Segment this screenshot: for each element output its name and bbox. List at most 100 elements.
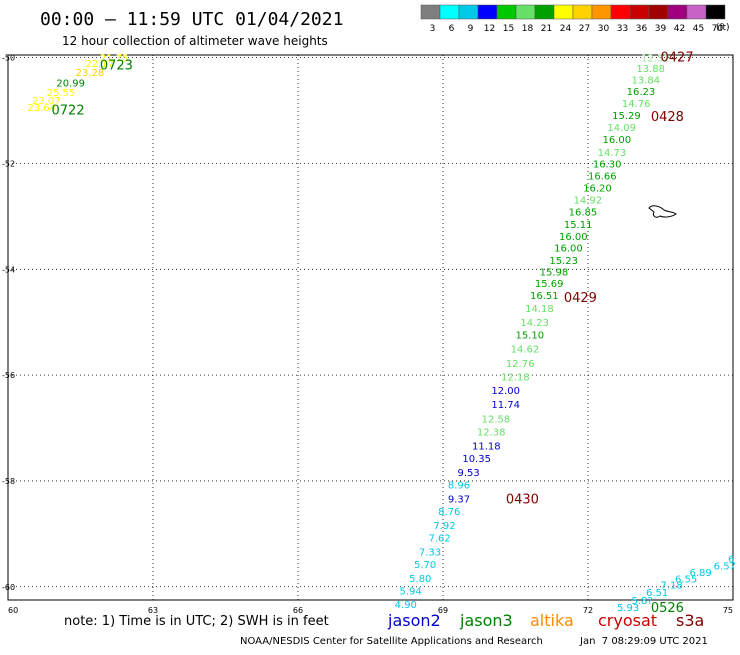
wave-height-label: 16.20: [583, 183, 612, 194]
scale-tick-label: 45: [693, 24, 704, 34]
y-tick-label: -52: [2, 159, 15, 168]
scale-tick-label: 6: [449, 24, 455, 34]
wave-height-label: 21.75: [100, 54, 129, 65]
x-tick-label: 63: [148, 606, 158, 615]
island-outline: [648, 205, 677, 218]
y-tick-label: -58: [2, 477, 15, 486]
y-tick-label: -50: [2, 54, 15, 63]
scale-tick-label: 24: [560, 24, 572, 34]
wave-height-label: 6.51: [646, 588, 668, 599]
scale-tick-label: 21: [541, 24, 552, 34]
wave-height-label: 7.92: [433, 521, 455, 532]
legend-jason2: jason2: [387, 611, 441, 630]
wave-height-label: 15.69: [535, 279, 564, 290]
wave-height-label: 23.64: [27, 103, 56, 114]
pass-time-label: 0723: [100, 59, 133, 74]
wave-height-label: 7.18: [661, 581, 683, 592]
wave-height-label: 14.76: [622, 99, 651, 110]
wave-height-label: 14.62: [511, 345, 540, 356]
pass-time-label: 0427: [661, 51, 694, 66]
scale-tick-label: 42: [674, 24, 685, 34]
wave-height-label: 16.23: [627, 87, 656, 98]
wave-height-label: 12.58: [482, 415, 511, 426]
pass-time-label: 0526: [651, 601, 684, 616]
wave-height-label: 14.09: [607, 123, 636, 134]
footer-timestamp: Jan 7 08:29:09 UTC 2021: [579, 636, 708, 647]
axis-ticks: 60 63 66 69 72 75 -50 -52 -54 -56 -58 -60: [2, 54, 733, 615]
scale-swatch: [705, 4, 726, 20]
wave-height-label: 12.38: [477, 428, 506, 439]
wave-height-label: 13.88: [636, 64, 665, 75]
wave-height-label: 15.11: [564, 220, 593, 231]
satellite-legend: jason2 jason3 altika cryosat s3a: [387, 611, 704, 630]
wave-height-label: 5.8?: [632, 596, 653, 607]
wave-height-label: 16.85: [569, 208, 598, 219]
wave-height-label: 7.62: [429, 534, 451, 545]
wave-height-label: 16.30: [593, 159, 622, 170]
scale-swatch: [686, 4, 707, 20]
scale-swatch: [439, 4, 460, 20]
wave-height-label: 16.00: [603, 135, 632, 146]
wave-height-label: 6.57: [714, 562, 736, 573]
scale-tick-label: 27: [579, 24, 590, 34]
wave-height-label: 8.76: [438, 507, 460, 518]
scale-swatch: [591, 4, 612, 20]
wave-height-label: 22.17: [85, 59, 114, 70]
wave-height-label: 14.92: [574, 195, 603, 206]
wave-height-label: 15.98: [540, 267, 569, 278]
wave-height-label: 23.07: [32, 96, 61, 107]
wave-height-label: 15.23: [549, 256, 578, 267]
scale-swatch: [648, 4, 669, 20]
scale-tick-label: 3: [430, 24, 436, 34]
wave-height-label: 5.80: [409, 574, 431, 585]
wave-height-label: 16.51: [530, 291, 559, 302]
scale-tick-label: 12: [484, 24, 495, 34]
plot-frame: [7, 54, 734, 601]
footer-note: note: 1) Time is in UTC; 2) SWH is in fe…: [64, 614, 329, 629]
wave-height-label: 4.90: [395, 600, 417, 611]
scale-tick-label: 39: [655, 24, 667, 34]
legend-jason3: jason3: [459, 611, 513, 630]
grid: [8, 55, 733, 600]
legend-cryosat: cryosat: [598, 611, 657, 630]
page-title: 00:00 – 11:59 UTC 01/04/2021: [40, 9, 343, 30]
scale-swatch: [629, 4, 650, 20]
page-subtitle: 12 hour collection of altimeter wave hei…: [62, 34, 328, 48]
wave-height-label: 5.94: [400, 586, 422, 597]
wave-height-label: 20.99: [56, 79, 85, 90]
wave-height-label: 9.53: [458, 468, 480, 479]
scale-tick-label: 33: [617, 24, 628, 34]
pass-time-label: 0430: [506, 492, 539, 507]
x-tick-label: 60: [8, 606, 18, 615]
x-tick-label: 69: [438, 606, 448, 615]
wave-height-label: 10.35: [462, 454, 491, 465]
color-scale: 3 6 9 12 15 18 21 24 27 30 33 36 39 42 45 70: [420, 4, 726, 34]
scale-tick-label: 36: [636, 24, 648, 34]
scale-swatch: [420, 4, 441, 20]
wave-height-label: 14.18: [525, 304, 554, 315]
scale-swatch: [667, 4, 688, 20]
wave-height-label: 5.93: [617, 603, 639, 614]
wave-height-label: 9.37: [448, 494, 470, 505]
legend-altika: altika: [530, 611, 574, 630]
scale-swatch: [477, 4, 498, 20]
scale-tick-label: 15: [503, 24, 514, 34]
wave-height-label: 16.66: [588, 172, 617, 183]
scale-tick-label: 18: [522, 24, 534, 34]
pass-time-labels: 0723 0722 0427 0428 0429 0430 0526: [52, 51, 694, 616]
wave-height-label: 15.10: [516, 330, 545, 341]
pass-time-label: 0429: [564, 291, 597, 306]
y-tick-label: -60: [2, 583, 15, 592]
wave-height-label: 15.29: [612, 111, 641, 122]
y-tick-label: -56: [2, 371, 15, 380]
scale-tick-label: 30: [598, 24, 610, 34]
wave-height-label: 11.18: [472, 441, 501, 452]
wave-height-label: 12.00: [491, 386, 520, 397]
scale-swatch: [534, 4, 555, 20]
wave-height-label: 13.84: [632, 75, 661, 86]
wave-height-label: 6.55: [675, 574, 697, 585]
wave-height-label: 6: [728, 555, 734, 566]
wave-height-label: 14.73: [598, 148, 627, 159]
